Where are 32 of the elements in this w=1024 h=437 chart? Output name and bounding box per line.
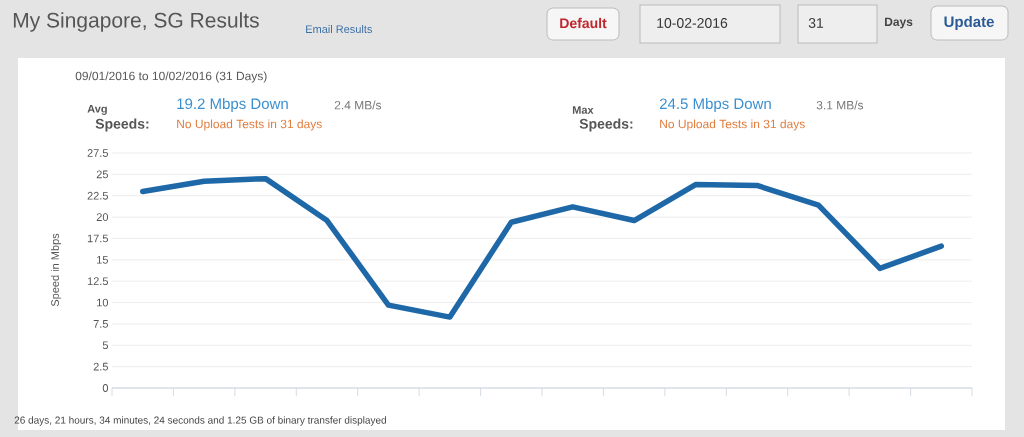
text: Update — [944, 16, 994, 30]
y-tick-label: 25 — [96, 170, 108, 179]
text: Speeds: — [95, 118, 149, 132]
text: Days — [885, 17, 913, 29]
text: No Upload Tests in 31 days — [177, 119, 322, 131]
y-tick-label: 27.5 — [87, 149, 108, 157]
text: No Upload Tests in 31 days — [660, 119, 805, 131]
text: 10-02-2016 — [657, 18, 728, 28]
text: 19.2 Mbps Down — [177, 98, 288, 112]
text: 24.5 Mbps Down — [659, 98, 771, 112]
text: Max — [572, 106, 594, 114]
text: Speeds: — [579, 118, 633, 132]
y-tick-label: 0 — [102, 384, 109, 392]
y-tick-label: 7.5 — [93, 320, 108, 328]
y-tick-label: 17.5 — [87, 234, 108, 243]
text: 3.1 MB/s — [816, 100, 864, 110]
y-tick-label: 5 — [102, 341, 108, 350]
text: Avg — [87, 105, 107, 115]
y-tick-label: 12.5 — [87, 277, 108, 286]
y-tick-label: 20 — [96, 213, 109, 221]
chart-subtitle: 09/01/2016 to 10/02/2016 (31 Days) — [75, 71, 267, 83]
y-tick-label: 2.5 — [93, 362, 108, 371]
y-tick-label: 15 — [97, 255, 108, 264]
text: 2.4 MB/s — [334, 100, 382, 110]
text: 31 — [808, 18, 824, 28]
y-axis-title: Speed in Mbps — [50, 233, 62, 307]
text: Email Results — [306, 24, 373, 34]
chart-title: My Singapore, SG Results — [13, 12, 259, 32]
text: 26 days, 21 hours, 34 minutes, 24 seconds and 1.25 GB of binary transfer displayed — [14, 416, 386, 426]
y-tick-label: 22.5 — [87, 191, 108, 200]
y-tick-label: 10 — [97, 298, 109, 307]
text: Default — [560, 17, 607, 29]
